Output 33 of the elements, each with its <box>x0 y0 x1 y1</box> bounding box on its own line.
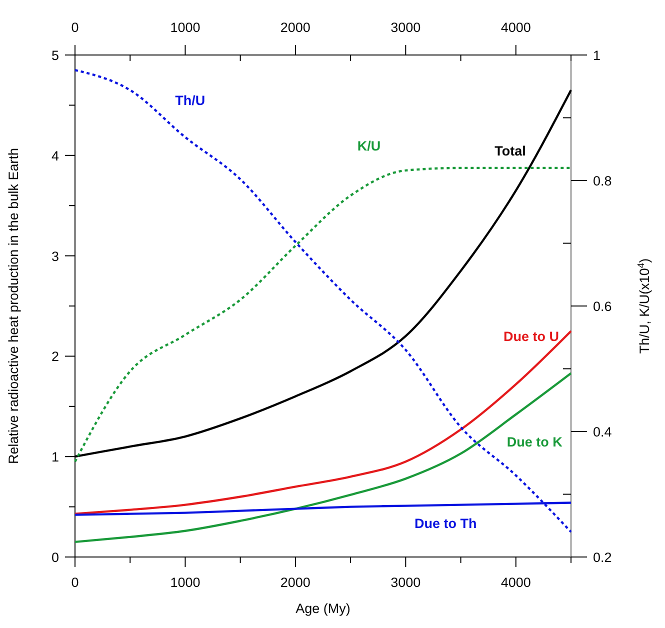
x-tick-label: 1000 <box>170 575 200 590</box>
x-tick-label: 3000 <box>390 575 421 590</box>
y2-tick-label: 1 <box>593 48 601 63</box>
y-tick-label: 2 <box>51 349 59 364</box>
series-label: K/U <box>357 138 381 154</box>
y2-tick-label: 0.8 <box>593 174 612 188</box>
y-tick-label: 0 <box>51 550 59 565</box>
y-tick-label: 3 <box>51 248 59 264</box>
y2-tick-label: 0.4 <box>593 424 612 440</box>
x2-tick-label: 1000 <box>170 20 200 35</box>
line-series <box>74 166 572 463</box>
y-tick-label: 4 <box>51 148 60 164</box>
x2-tick-label: 4000 <box>500 20 531 35</box>
series-label: Due to Th <box>414 516 477 531</box>
y2-tick-label: 0.6 <box>593 299 612 314</box>
x2-tick-label: 0 <box>71 20 79 35</box>
line-series <box>74 330 572 515</box>
x-tick-label: 2000 <box>280 575 310 590</box>
y-axis-title: Relative radioactive heat production in the bulk Earth <box>6 148 21 464</box>
x-tick-label: 0 <box>71 575 79 590</box>
line-series <box>74 372 572 544</box>
series-label: Due to K <box>506 434 563 450</box>
y-tick-label: 1 <box>51 450 59 465</box>
series-label: Due to U <box>504 329 559 344</box>
x-tick-label: 4000 <box>500 575 531 590</box>
line-series <box>74 68 572 533</box>
x2-tick-label: 2000 <box>280 20 310 35</box>
x2-tick-label: 3000 <box>390 20 421 35</box>
y2-tick-label: 0.2 <box>593 550 612 565</box>
y-tick-label: 5 <box>51 48 59 63</box>
series-label: Th/U <box>175 93 206 108</box>
series-label: Total <box>494 144 526 159</box>
x-axis-title: Age (My) <box>296 601 350 616</box>
